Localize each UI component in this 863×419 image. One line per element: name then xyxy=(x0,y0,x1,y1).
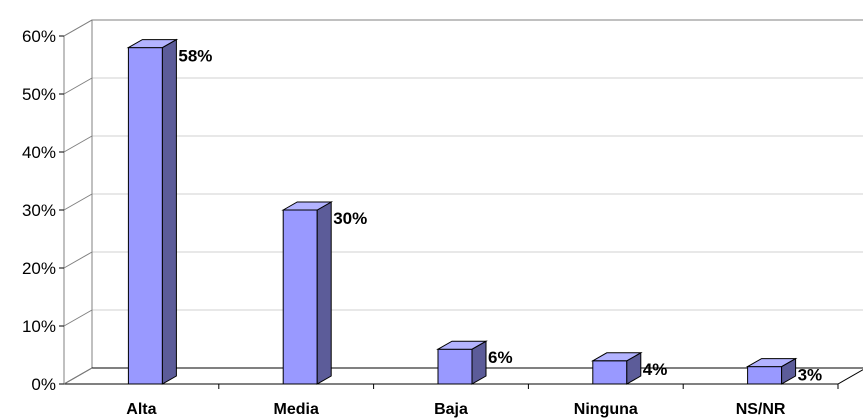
x-tick-label: Ninguna xyxy=(574,401,638,418)
bar-ns-nr xyxy=(747,366,783,385)
bar-top xyxy=(745,358,798,368)
bar-top xyxy=(590,352,643,362)
bar-media xyxy=(282,209,318,385)
y-tick-label: 0% xyxy=(31,375,56,394)
y-tick-depth xyxy=(63,251,93,269)
x-tick-label: Media xyxy=(274,401,319,418)
y-tick-depth xyxy=(63,77,93,95)
bar-baja xyxy=(437,348,473,385)
y-tick-label: 30% xyxy=(22,201,56,220)
y-tick-depth xyxy=(63,135,93,153)
x-tick-label: Alta xyxy=(126,401,156,418)
y-tick-depth xyxy=(63,19,93,37)
bar-side xyxy=(316,201,332,385)
bar-side xyxy=(161,38,177,385)
y-tick-label: 50% xyxy=(22,85,56,104)
y-tick-depth xyxy=(63,367,93,385)
y-tick-label: 60% xyxy=(22,27,56,46)
y-tick-label: 40% xyxy=(22,143,56,162)
y-tick-depth xyxy=(63,193,93,211)
y-tick-label: 10% xyxy=(22,317,56,336)
data-label: 30% xyxy=(333,209,367,228)
bar-top xyxy=(281,201,334,211)
data-label: 58% xyxy=(178,47,212,66)
bar-top xyxy=(436,340,488,350)
x-tick-label: NS/NR xyxy=(736,401,786,418)
bar-alta xyxy=(127,47,163,385)
data-label: 4% xyxy=(643,360,668,379)
y-tick-depth xyxy=(63,309,93,327)
bar-ninguna xyxy=(592,360,628,385)
data-label: 3% xyxy=(798,366,823,385)
y-tick-label: 20% xyxy=(22,259,56,278)
bar-top xyxy=(126,39,179,49)
x-tick-label: Baja xyxy=(434,401,468,418)
data-label: 6% xyxy=(488,348,513,367)
